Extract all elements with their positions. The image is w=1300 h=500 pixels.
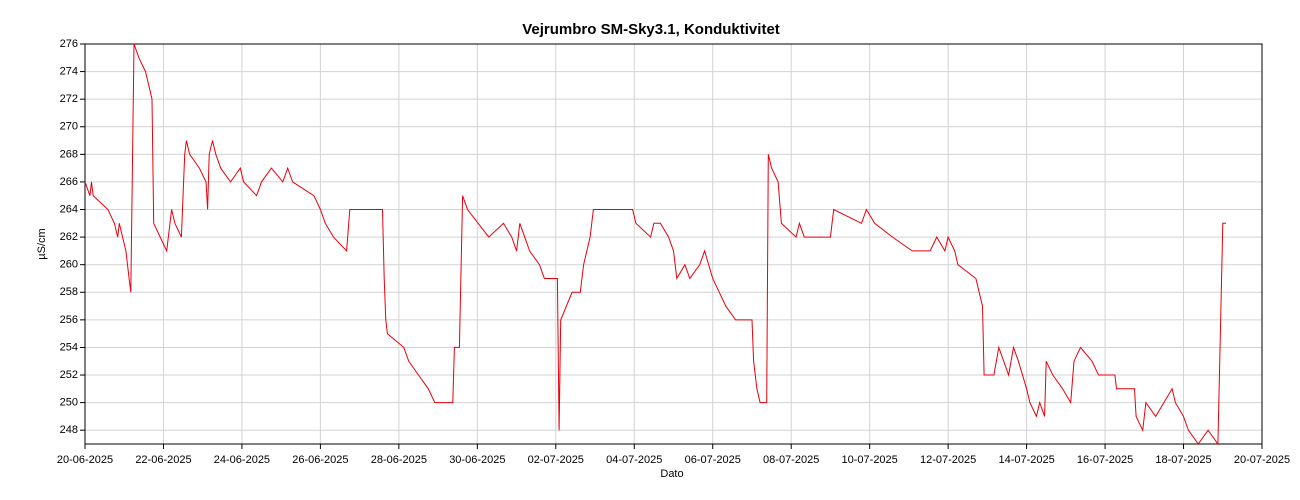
x-tick-label: 10-07-2025 (842, 454, 898, 466)
y-tick-label: 268 (60, 148, 78, 160)
plot-frame (84, 43, 1263, 445)
x-tick-label: 14-07-2025 (998, 454, 1054, 466)
y-tick-label: 270 (60, 121, 78, 133)
chart-title: Vejrumbro SM-Sky3.1, Konduktivitet (522, 21, 780, 38)
x-tick-label: 30-06-2025 (449, 454, 505, 466)
x-tick-label: 16-07-2025 (1077, 454, 1133, 466)
y-tick-label: 266 (60, 176, 78, 188)
x-tick-label: 02-07-2025 (528, 454, 584, 466)
data-line (84, 43, 1226, 446)
y-tick-label: 260 (60, 259, 78, 271)
y-tick-label: 272 (60, 93, 78, 105)
y-tick-label: 264 (60, 203, 78, 215)
x-tick-label: 20-06-2025 (57, 454, 113, 466)
x-tick-label: 22-06-2025 (135, 454, 191, 466)
y-tick-label: 256 (60, 314, 78, 326)
x-tick-label: 12-07-2025 (920, 454, 976, 466)
y-tick-label: 274 (60, 65, 78, 77)
x-tick-label: 20-07-2025 (1234, 454, 1290, 466)
y-tick-label: 258 (60, 286, 78, 298)
x-tick-label: 06-07-2025 (685, 454, 741, 466)
x-axis-label: Dato (660, 468, 683, 480)
y-tick-label: 248 (60, 424, 78, 436)
y-tick-label: 252 (60, 369, 78, 381)
x-tick-label: 28-06-2025 (371, 454, 427, 466)
y-tick-label: 254 (60, 341, 78, 353)
y-axis-label: µS/cm (36, 228, 48, 259)
x-tick-label: 08-07-2025 (763, 454, 819, 466)
x-tick-label: 18-07-2025 (1155, 454, 1211, 466)
y-tick-label: 250 (60, 397, 78, 409)
y-tick-label: 276 (60, 38, 78, 50)
x-tick-label: 24-06-2025 (214, 454, 270, 466)
y-tick-label: 262 (60, 231, 78, 243)
x-tick-label: 04-07-2025 (606, 454, 662, 466)
x-tick-label: 26-06-2025 (292, 454, 348, 466)
